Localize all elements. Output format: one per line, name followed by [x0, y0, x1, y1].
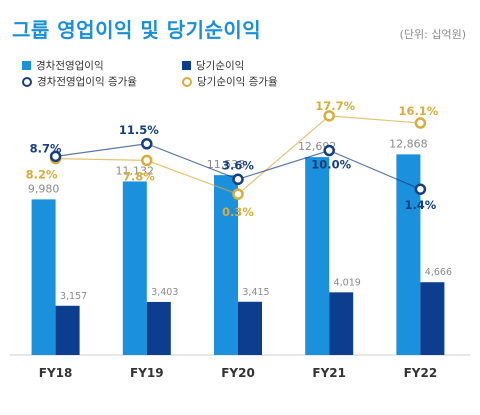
legend-net-income-swatch: [182, 61, 191, 70]
x-tick-FY22: FY22: [404, 366, 438, 380]
chart-title: 그룹 영업이익 및 당기순이익: [12, 18, 262, 42]
legend-net-growth-label: 당기순이익 증가율: [197, 76, 278, 88]
legend-op-profit: 경차전영업이익: [22, 58, 104, 73]
op-growth-label-FY21: 10.0%: [311, 158, 351, 172]
op-growth-point-FY18: [49, 150, 62, 163]
op-profit-label-FY20: 11,533: [207, 158, 246, 171]
net-growth-label-FY21: 17.7%: [315, 99, 355, 113]
net-income-bar-FY18: [55, 305, 80, 355]
legend-op-profit-label: 경차전영업이익: [36, 60, 104, 72]
net-income-bar-FY21: [329, 292, 354, 355]
op-growth-label-FY20: 3.6%: [222, 158, 254, 172]
x-tick-FY18: FY18: [39, 366, 73, 380]
op-growth-point-FY21: [323, 144, 335, 157]
op-growth-point-FY19: [141, 138, 153, 150]
legend-op-growth-marker: [22, 76, 32, 87]
net-income-label-FY21: 4,019: [334, 277, 361, 288]
net-growth-label-FY18: 8.2%: [26, 168, 58, 182]
op-profit-label-FY18: 9,980: [28, 182, 60, 195]
net-growth-point-FY21: [323, 110, 335, 122]
net-income-bar-FY22: [420, 282, 445, 355]
legend-op-profit-swatch: [22, 61, 31, 70]
net-growth-point-FY19: [141, 154, 153, 167]
legend-op-growth: 경차전영업이익 증가율: [22, 74, 137, 89]
op-profit-label-FY22: 12,868: [389, 137, 428, 150]
op-growth-label-FY19: 11.5%: [119, 123, 159, 137]
x-tick-FY19: FY19: [130, 366, 164, 380]
net-growth-label-FY22: 16.1%: [398, 104, 438, 118]
op-profit-bar-FY20: [214, 175, 238, 355]
net-growth-point-FY22: [414, 117, 427, 129]
net-income-bar-FY19: [146, 301, 171, 355]
legend-op-growth-label: 경차전영업이익 증가율: [37, 76, 137, 88]
net-income-label-FY18: 3,157: [60, 291, 87, 302]
net-growth-label-FY20: 0.3%: [222, 205, 254, 219]
net-growth-label-FY19: 7.8%: [123, 169, 155, 183]
x-tick-FY20: FY20: [221, 366, 255, 380]
op-profit-bar-FY21: [305, 157, 330, 355]
net-income-label-FY22: 4,666: [425, 267, 452, 278]
legend-net-income-label: 당기순이익: [196, 60, 245, 72]
op-growth-label-FY18: 8.7%: [30, 141, 62, 155]
op-profit-bar-FY18: [31, 199, 56, 355]
op-growth-point-FY20: [232, 173, 244, 186]
legend-net-income: 당기순이익: [182, 58, 244, 73]
net-income-label-FY19: 3,403: [151, 287, 178, 298]
x-tick-FY21: FY21: [312, 366, 346, 380]
net-growth-point-FY20: [232, 188, 244, 200]
op-growth-label-FY22: 1.4%: [404, 198, 436, 212]
op-profit-bar-FY19: [122, 181, 147, 355]
legend-net-growth: 당기순이익 증가율: [182, 74, 278, 89]
unit-label: (단위: 십억원): [399, 28, 466, 41]
op-growth-point-FY22: [414, 183, 427, 195]
net-income-bar-FY20: [238, 301, 262, 355]
net-income-label-FY20: 3,415: [242, 287, 269, 298]
op-profit-label-FY19: 11,132: [116, 164, 155, 177]
legend-net-growth-marker: [182, 76, 192, 87]
